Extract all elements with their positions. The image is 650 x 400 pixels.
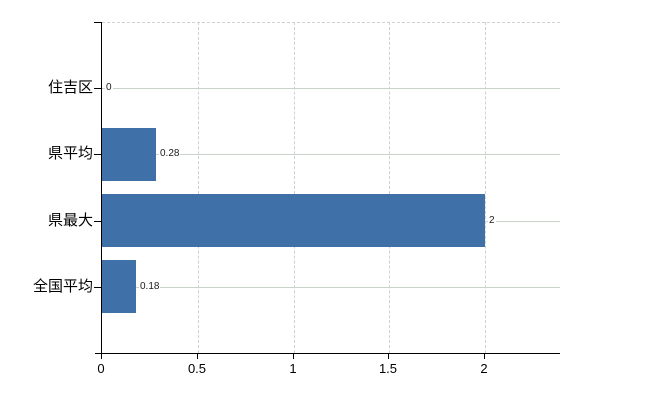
x-axis-tick — [101, 354, 102, 359]
bar — [102, 260, 136, 313]
category-label: 県平均 — [47, 145, 93, 162]
x-tick-label: 2 — [480, 361, 488, 376]
vertical-gridline — [389, 22, 390, 353]
vertical-gridline — [485, 22, 486, 353]
bar-value-label: 0.28 — [159, 147, 181, 161]
x-axis-tick — [388, 354, 389, 359]
x-axis-tick — [293, 354, 294, 359]
y-axis-tick — [94, 154, 101, 155]
bar-value-label: 0 — [105, 81, 113, 95]
y-axis-tick — [94, 287, 101, 288]
horizontal-gridline — [102, 154, 560, 155]
category-label: 全国平均 — [32, 278, 93, 295]
bar-value-label: 0.18 — [139, 280, 161, 294]
bar — [102, 194, 485, 247]
plot-top-border — [102, 22, 560, 23]
y-axis-top-tick — [94, 22, 101, 23]
plot-area: 0 0.28 2 0.18 — [101, 22, 560, 354]
x-tick-label: 1 — [289, 361, 297, 376]
y-axis-tick — [94, 88, 101, 89]
x-tick-label: 0.5 — [187, 361, 207, 376]
horizontal-gridline — [102, 287, 560, 288]
x-axis-tick — [484, 354, 485, 359]
x-tick-label: 0 — [97, 361, 105, 376]
x-tick-label: 1.5 — [378, 361, 398, 376]
horizontal-gridline — [102, 88, 560, 89]
vertical-gridline — [198, 22, 199, 353]
bar — [102, 128, 156, 181]
x-axis-tick — [197, 354, 198, 359]
category-label: 県最大 — [47, 212, 93, 229]
y-axis-tick — [94, 221, 101, 222]
bar-value-label: 2 — [488, 214, 496, 228]
y-axis-bottom-tick — [95, 353, 101, 354]
category-label: 住吉区 — [47, 79, 93, 96]
vertical-gridline — [294, 22, 295, 353]
